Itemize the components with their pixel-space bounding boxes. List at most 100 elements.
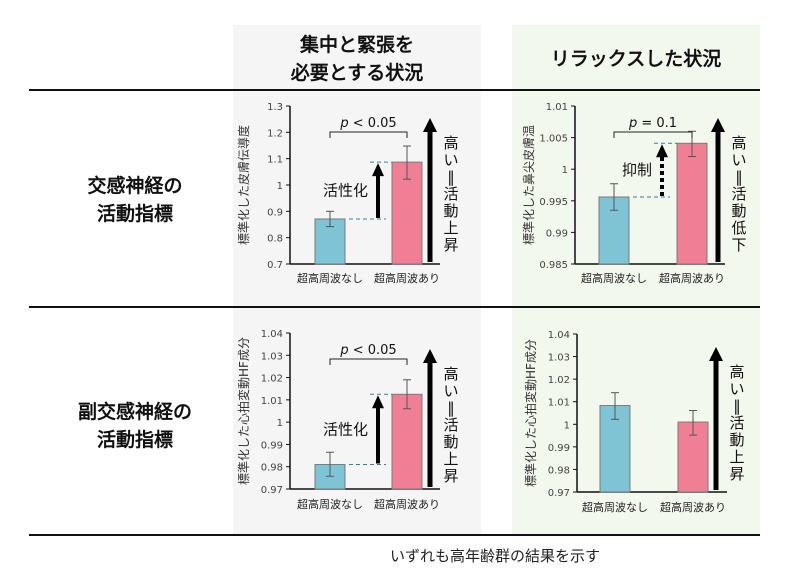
change-label: 抑制 [622, 161, 652, 179]
y-tick-label: 1.04 [261, 329, 283, 340]
column-background-focus [233, 25, 481, 535]
side-label-char: ‖ [447, 168, 455, 186]
y-axis-title: 標準化した皮膚伝導度 [236, 125, 251, 245]
side-label-char: 高 [443, 365, 458, 383]
y-tick-label: 1.03 [548, 353, 570, 364]
side-label-char: 昇 [443, 236, 458, 254]
activity-arrow-head [709, 347, 723, 361]
y-tick-label: 0.98 [261, 463, 283, 474]
side-label-char: 活 [443, 416, 458, 434]
y-tick-label: 1.005 [539, 134, 568, 145]
side-label-char: 動 [443, 433, 458, 451]
side-label-char: ‖ [735, 168, 743, 186]
p-symbol: p [339, 343, 348, 358]
side-label-char: 活 [443, 185, 458, 203]
y-tick-label: 1.03 [261, 351, 283, 362]
side-label-char: 下 [731, 236, 746, 254]
side-label-char: 低 [731, 219, 746, 237]
activity-arrow-head [423, 349, 437, 363]
side-label-char: 高 [729, 363, 744, 381]
y-tick-label: 1.01 [546, 102, 568, 113]
side-label-char: ‖ [447, 399, 455, 417]
y-tick-label: 1 [277, 181, 283, 192]
significance-bracket [329, 358, 408, 365]
side-label-char: 昇 [729, 465, 744, 483]
side-label-char: 昇 [443, 467, 458, 485]
y-tick-label: 1.1 [267, 155, 283, 166]
side-label-char: 動 [729, 431, 744, 449]
footnote: いずれも高年齢群の結果を示す [390, 547, 601, 565]
side-label-char: 活 [729, 414, 744, 432]
side-label-char: 上 [443, 450, 458, 468]
bar-with-ultrasonic [676, 142, 708, 265]
row-header-sympathetic: 交感神経の 活動指標 [87, 175, 183, 225]
side-label-char: 活 [731, 185, 746, 203]
chart-nose-temperature: 0.985 0.99 0.995 1 1.005 1.01 標準化した鼻尖皮膚温超高周波なし… [521, 102, 747, 285]
y-tick-label: 0.97 [261, 485, 283, 496]
y-tick-label: 1.01 [548, 398, 570, 409]
y-axis-title: 標準化した鼻尖皮膚温 [521, 125, 536, 245]
divider-bottom [29, 534, 760, 536]
y-tick-label: 1 [564, 420, 570, 431]
x-tick-label: 超高周波なし [297, 271, 363, 285]
chart-hrv-hf-relax: 0.97 0.98 0.99 1 1.01 1.02 1.03 1.04 標準化した心拍変動HF… [523, 330, 745, 514]
x-tick-label: 超高周波あり [659, 271, 725, 285]
p-value: = 0.1 [637, 116, 677, 131]
p-symbol: p [339, 116, 348, 131]
row-header-parasympathetic: 副交感神経の 活動指標 [77, 401, 192, 451]
x-tick-label: 超高周波なし [582, 500, 648, 514]
divider-middle [29, 306, 760, 308]
y-tick-label: 1.3 [267, 102, 283, 113]
p-value: < 0.05 [349, 116, 397, 131]
y-tick-label: 1.01 [261, 396, 283, 407]
activity-arrow-head [711, 118, 725, 132]
y-tick-label: 1.02 [261, 374, 283, 385]
side-label-char: 動 [443, 202, 458, 220]
side-label-char: い [729, 380, 744, 398]
column-header-relax: リラックスした状況 [550, 48, 722, 70]
y-tick-label: 1.04 [548, 330, 570, 341]
y-tick-label: 1 [562, 165, 568, 176]
y-tick-label: 0.99 [546, 228, 568, 239]
column-header-focus: 集中と緊張を 必要とする状況 [290, 34, 424, 84]
y-axis-title: 標準化した心拍変動HF成分 [236, 337, 251, 485]
side-label-char: 上 [443, 219, 458, 237]
significance-label: p = 0.1 [628, 116, 677, 131]
divider-header [29, 89, 760, 91]
p-value: < 0.05 [349, 343, 397, 358]
y-tick-label: 0.8 [267, 234, 283, 245]
y-tick-label: 1 [277, 418, 283, 429]
y-axis-title: 標準化した心拍変動HF成分 [523, 339, 538, 487]
chart-hrv-hf-focus: 0.97 0.98 0.99 1 1.01 1.02 1.03 1.04 標準化した心拍変動HF… [236, 329, 459, 511]
side-label-char: い [443, 151, 458, 169]
change-label: 活性化 [323, 420, 368, 438]
side-label-char: い [731, 151, 746, 169]
y-tick-label: 0.995 [539, 197, 568, 208]
x-tick-label: 超高周波あり [374, 497, 440, 511]
x-tick-label: 超高周波なし [297, 497, 363, 511]
activity-arrow-head [423, 118, 437, 132]
y-tick-label: 1.02 [548, 375, 570, 386]
side-label-char: 動 [731, 202, 746, 220]
significance-bracket [613, 131, 693, 138]
y-tick-label: 0.98 [548, 465, 570, 476]
y-tick-label: 0.985 [539, 260, 568, 271]
p-symbol: p [628, 116, 637, 131]
y-tick-label: 0.97 [548, 488, 570, 499]
significance-label: p < 0.05 [339, 343, 396, 358]
side-label-char: 高 [443, 134, 458, 152]
y-tick-label: 0.99 [548, 443, 570, 454]
y-tick-label: 0.99 [261, 440, 283, 451]
side-label-char: 上 [729, 448, 744, 466]
x-tick-label: 超高周波あり [660, 500, 726, 514]
change-label: 活性化 [323, 182, 368, 200]
significance-label: p < 0.05 [339, 116, 396, 131]
change-arrow-head [372, 163, 384, 177]
x-tick-label: 超高周波なし [581, 271, 647, 285]
significance-bracket [329, 131, 408, 138]
y-tick-label: 0.9 [267, 207, 283, 218]
change-arrow-head [656, 144, 668, 158]
side-label-char: 高 [731, 134, 746, 152]
side-label-char: ‖ [733, 397, 741, 415]
